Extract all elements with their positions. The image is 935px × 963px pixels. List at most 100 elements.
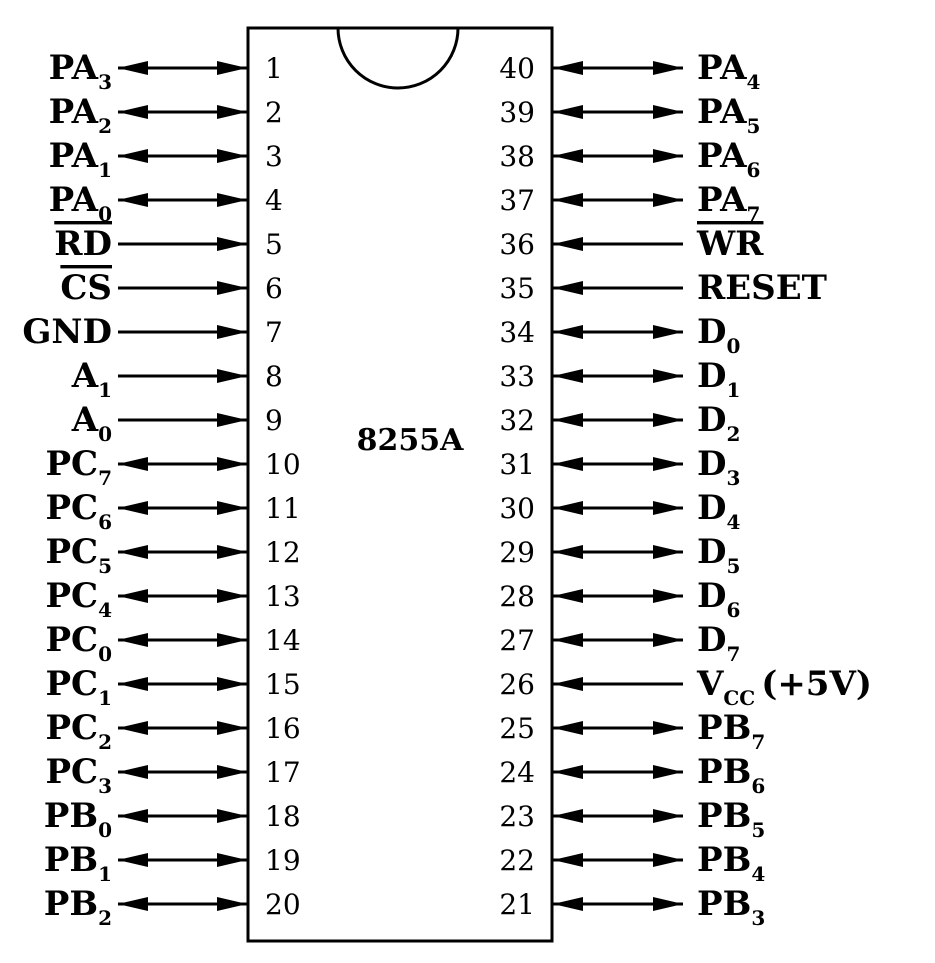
pin-label: RESET [697,268,827,308]
arrow-head-in [217,237,247,251]
pin-label: PC6 [45,488,112,534]
pin-32: 32 D2 [499,400,740,446]
pin-number: 10 [265,448,301,481]
pin-label-base: V [696,664,724,704]
pin-label: PB2 [44,884,112,930]
pin-label: A1 [71,356,112,402]
pin-label: VCC (+5V) [696,664,872,710]
pin-number: 31 [499,448,535,481]
pin-20: 20 PB2 [44,884,301,930]
pin-label: D4 [697,488,740,534]
arrow-head-out [118,457,148,471]
arrow-head-in [653,501,683,515]
pin-number: 27 [499,624,535,657]
pin-label-subscript: 7 [746,202,760,226]
pin-label-subscript: 2 [98,730,112,754]
pin-label-subscript: 4 [98,598,112,622]
arrow-head-in [553,281,583,295]
arrow-head-out [118,193,148,207]
pin-label-base: PA [697,180,747,220]
pin-34: 34 D0 [499,312,740,358]
pin-number: 17 [265,756,301,789]
pin-label: D5 [697,532,740,578]
pin-37: 37 PA7 [499,180,760,226]
arrow-head-in [217,721,247,735]
arrow-head-out [553,193,583,207]
arrow-head-in [217,677,247,691]
pin-number: 29 [499,536,535,569]
pin-label: PB7 [697,708,765,754]
pin-number: 6 [265,272,283,305]
pin-label: D2 [697,400,740,446]
pin-31: 31 D3 [499,444,740,490]
arrow-head-out [118,589,148,603]
pin-label-base: RD [54,224,112,264]
pin-29: 29 D5 [499,532,740,578]
arrow-head-in [653,633,683,647]
arrow-head-out [118,633,148,647]
pin-label-base: WR [696,224,764,264]
pin-label: PA5 [697,92,760,138]
arrow-head-out [553,325,583,339]
pin-label-subscript: 6 [751,774,765,798]
pin-label-subscript: 6 [98,510,112,534]
pin-16: 16 PC2 [45,708,300,754]
arrow-head-out [553,501,583,515]
pin-21: 21 PB3 [499,884,765,930]
pin-11: 11 PC6 [45,488,300,534]
pin-number: 32 [499,404,535,437]
arrow-head-in [217,149,247,163]
pin-1: 1 PA3 [49,48,283,94]
pin-36: 36 WR [499,224,764,264]
pin-label-base: PA [49,48,99,88]
pin-label-base: PC [45,620,98,660]
pin-7: 7 GND [22,312,282,352]
pin-10: 10 PC7 [45,444,300,490]
chip-notch [336,27,460,90]
pin-label: D6 [697,576,740,622]
pin-label: PB5 [697,796,765,842]
pin-label: CS [60,268,112,308]
pin-label-subscript: 6 [726,598,740,622]
pin-label: PA2 [49,92,112,138]
arrow-head-in [653,149,683,163]
pin-label-subscript: 5 [746,114,760,138]
pin-label-base: D [697,488,726,528]
pin-17: 17 PC3 [45,752,300,798]
pin-number: 26 [499,668,535,701]
pin-label-subscript: 0 [98,642,112,666]
arrow-head-in [653,897,683,911]
pin-label-subscript: 5 [726,554,740,578]
pin-label: PA4 [697,48,760,94]
pin-label-base: RESET [697,268,827,308]
pin-label: PC5 [45,532,112,578]
pin-22: 22 PB4 [499,840,765,886]
chip-name: 8255A [357,423,464,458]
pin-label: PB4 [697,840,765,886]
left-pin-column: 1PA32PA23PA14PA05RD6CS7GND8A19A010PC711P… [22,48,300,930]
pin-number: 37 [499,184,535,217]
pin-19: 19 PB1 [44,840,301,886]
pin-label-subscript: 0 [98,422,112,446]
arrow-head-out [118,61,148,75]
arrow-head-in [653,413,683,427]
arrow-head-in [217,457,247,471]
pin-number: 12 [265,536,301,569]
pin-label-base: D [697,576,726,616]
pin-number: 40 [499,52,535,85]
arrow-head-in [653,809,683,823]
pin-label-subscript: 0 [726,334,740,358]
pin-label-base: PC [45,752,98,792]
pin-label: RD [54,224,112,264]
pin-number: 7 [265,316,283,349]
arrow-head-out [553,105,583,119]
pin-number: 3 [265,140,283,173]
arrow-head-in [217,589,247,603]
arrow-head-in [217,897,247,911]
arrow-head-out [553,545,583,559]
arrow-head-out [553,589,583,603]
pin-number: 16 [265,712,301,745]
pin-label-subscript: 3 [98,774,112,798]
